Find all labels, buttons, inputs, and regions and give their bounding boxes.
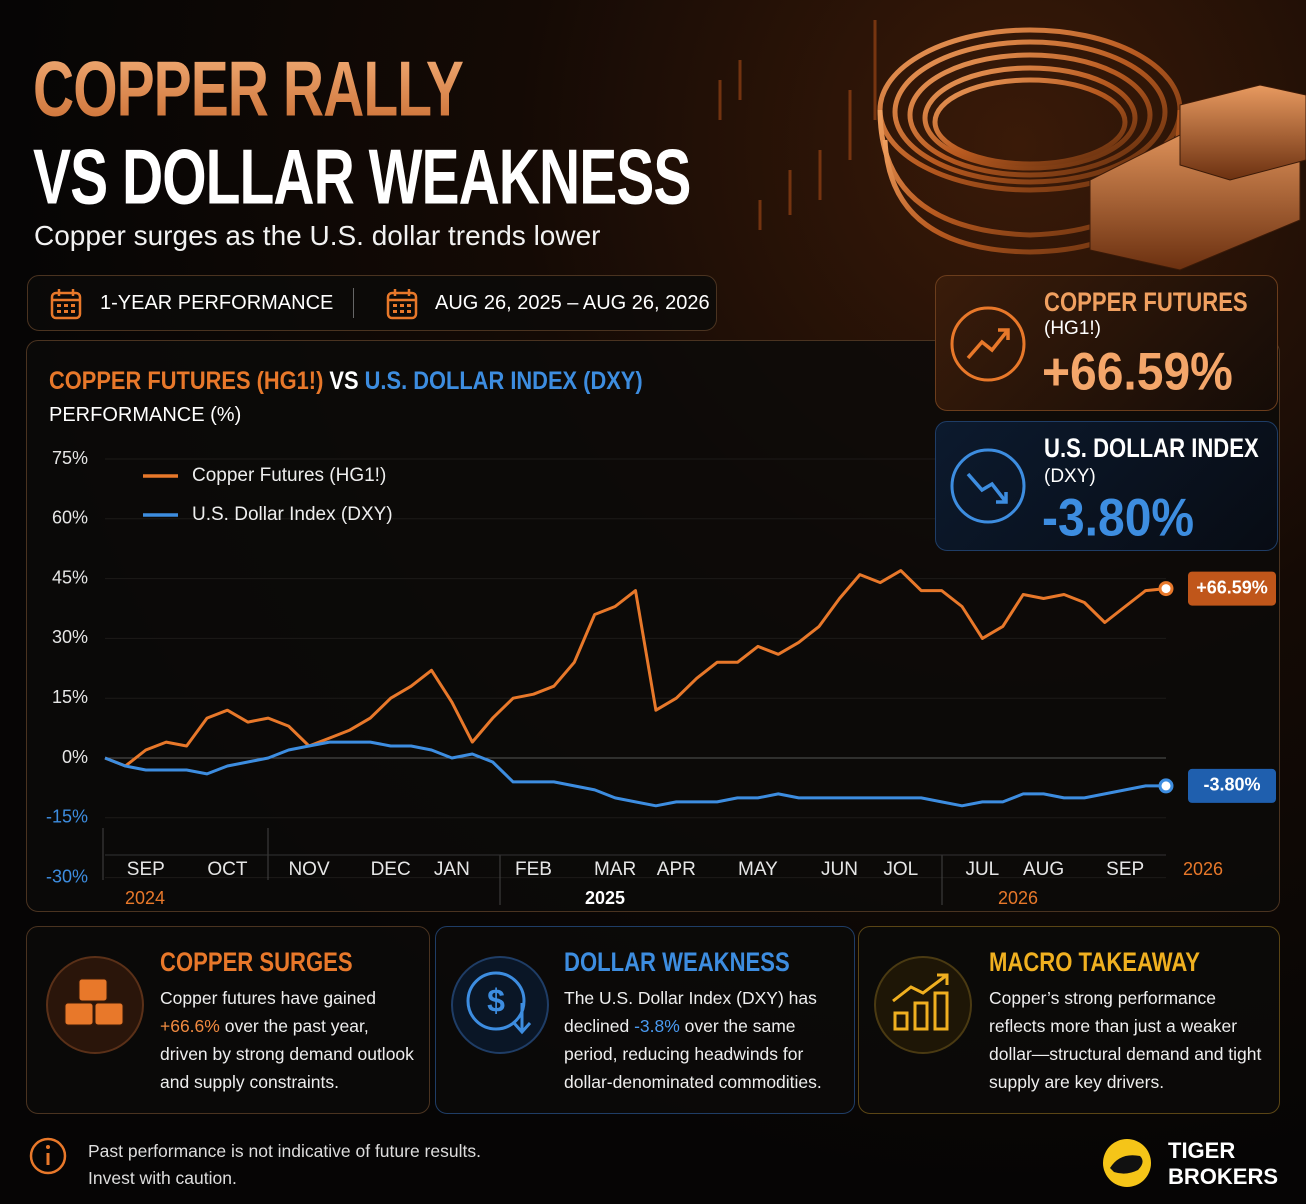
y-tick-label: 60%: [52, 508, 88, 528]
end-tag: [1188, 768, 1276, 803]
x-tick-label: AUG: [1023, 859, 1064, 880]
end-label: +66.59%: [1196, 577, 1268, 597]
x-tick-label: SEP: [127, 859, 165, 880]
stat-ticker: (DXY): [1044, 466, 1096, 487]
y-axis-label: PERFORMANCE (%): [49, 404, 242, 426]
card-text: Copper’s strong performance reflects mor…: [989, 988, 1262, 1092]
period-bar: 1-YEAR PERFORMANCE AUG 26, 2025 – AUG 26…: [27, 275, 717, 331]
dates: AUG 26, 2025 – AUG 26, 2026: [435, 292, 710, 314]
card-text: over the same period, reducing headwinds…: [564, 1016, 822, 1092]
legend-label: U.S. Dollar Index (DXY): [192, 504, 393, 525]
brand-line: BROKERS: [1168, 1164, 1279, 1189]
y-tick-label: 75%: [52, 448, 88, 468]
stat-name: U.S. DOLLAR INDEX: [1044, 434, 1259, 464]
x-tick-label: MAY: [738, 859, 778, 880]
copper-icon: [46, 956, 144, 1054]
y-tick-label: 30%: [52, 627, 88, 647]
stat-ticker: (HG1!): [1044, 318, 1101, 339]
stat-value: +66.59%: [1042, 343, 1233, 402]
year-label: 2025: [585, 888, 625, 908]
chart-title-part: VS: [329, 366, 359, 395]
trend-up-icon: [950, 306, 1026, 382]
divider: [353, 288, 354, 318]
chart-title-part: COPPER FUTURES (HG1!): [49, 366, 324, 395]
chart-title-part: U.S. DOLLAR INDEX (DXY): [364, 366, 643, 395]
calendar-icon: [50, 289, 82, 320]
stat-name: COPPER FUTURES: [1044, 288, 1248, 318]
brand-logo: [1103, 1139, 1151, 1187]
x-tick-label: JUN: [821, 859, 858, 880]
card-text: Copper futures have gained: [160, 988, 376, 1008]
x-tick-label: OCT: [207, 859, 248, 880]
stat-card: COPPER FUTURES (HG1!) +66.59%: [935, 275, 1278, 411]
x-tick-label: DEC: [371, 859, 411, 880]
x-tick-label: JAN: [434, 859, 470, 880]
x-tick-label: JUL: [965, 859, 999, 880]
year-label: 2026: [1183, 859, 1223, 879]
end-marker: [1158, 581, 1174, 597]
y-tick-label: 0%: [62, 747, 88, 767]
period: 1-YEAR PERFORMANCE: [100, 292, 334, 314]
brand-line: TIGER: [1168, 1138, 1236, 1163]
stat-value: -3.80%: [1042, 489, 1195, 548]
x-tick-label: FEB: [515, 859, 552, 880]
y-tick-label: -30%: [46, 866, 88, 886]
card-text: The U.S. Dollar Index (DXY) has declined: [564, 988, 817, 1036]
insight-card: $ DOLLAR WEAKNESS The U.S. Dollar Index …: [435, 926, 855, 1114]
disclaimer: Past performance is not indicative of fu…: [88, 1138, 481, 1192]
card-title: COPPER SURGES: [160, 948, 353, 978]
year-label: 2026: [998, 888, 1038, 908]
legend-label: Copper Futures (HG1!): [192, 465, 386, 486]
card-body: The U.S. Dollar Index (DXY) has declined…: [564, 984, 849, 1096]
dollar-icon: $: [451, 956, 549, 1054]
series-line: [104, 740, 1166, 808]
card-highlight: +66.6%: [160, 1016, 220, 1036]
y-tick-label: -15%: [46, 807, 88, 827]
card-body: Copper’s strong performance reflects mor…: [989, 984, 1269, 1096]
x-tick-label: MAR: [594, 859, 636, 880]
chart-title: COPPER FUTURES (HG1!) VS U.S. DOLLAR IND…: [49, 366, 643, 396]
x-tick-label: SEP: [1106, 859, 1144, 880]
card-highlight: -3.8%: [634, 1016, 680, 1036]
brand: TIGER BROKERS: [1168, 1138, 1278, 1190]
y-tick-label: 45%: [52, 567, 88, 587]
growth-icon: [874, 956, 972, 1054]
end-tag: [1188, 571, 1276, 606]
insight-card: COPPER SURGES Copper futures have gained…: [26, 926, 430, 1114]
decoration: [718, 20, 1306, 271]
series-line: [104, 569, 1167, 768]
card-body: Copper futures have gained +66.6% over t…: [160, 984, 420, 1096]
card-title: MACRO TAKEAWAY: [989, 948, 1201, 978]
card-title: DOLLAR WEAKNESS: [564, 948, 790, 978]
calendar-icon: [386, 289, 418, 320]
card-text: over the past year, driven by strong dem…: [160, 1016, 414, 1092]
x-tick-label: JOL: [883, 859, 918, 880]
x-tick-label: NOV: [288, 859, 330, 880]
title-line-1: COPPER RALLY: [33, 45, 464, 133]
insight-card: MACRO TAKEAWAY Copper’s strong performan…: [858, 926, 1280, 1114]
year-label: 2024: [125, 888, 165, 908]
end-marker: [1158, 778, 1174, 794]
stat-card: U.S. DOLLAR INDEX (DXY) -3.80%: [935, 421, 1278, 551]
x-tick-label: APR: [657, 859, 696, 880]
end-label: -3.80%: [1203, 775, 1260, 795]
y-tick-label: 15%: [52, 687, 88, 707]
title-line-2: VS DOLLAR WEAKNESS: [33, 133, 691, 221]
svg-text:$: $: [487, 982, 505, 1018]
disclaimer-line: Past performance is not indicative of fu…: [88, 1141, 481, 1161]
info-icon: [29, 1137, 67, 1175]
disclaimer-line: Invest with caution.: [88, 1168, 237, 1188]
chart: 75% 60% 45% 30% 15% 0% -15% -30% SEP OCT NOV DEC JAN…: [46, 448, 1276, 908]
trend-down-icon: [950, 448, 1026, 524]
subtitle: Copper surges as the U.S. dollar trends …: [34, 220, 601, 251]
